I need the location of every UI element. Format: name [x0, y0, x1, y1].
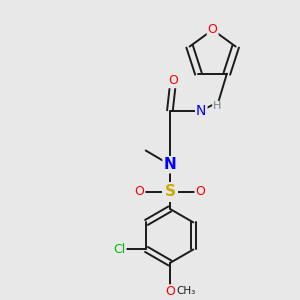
- Text: O: O: [165, 285, 175, 298]
- Text: Cl: Cl: [113, 243, 126, 256]
- Text: O: O: [134, 185, 144, 198]
- Text: CH₃: CH₃: [176, 286, 195, 296]
- Text: O: O: [208, 23, 218, 36]
- Text: N: N: [196, 103, 206, 118]
- Text: O: O: [196, 185, 205, 198]
- Text: O: O: [168, 74, 178, 87]
- Text: H: H: [213, 101, 221, 111]
- Text: S: S: [164, 184, 175, 199]
- Text: N: N: [164, 157, 176, 172]
